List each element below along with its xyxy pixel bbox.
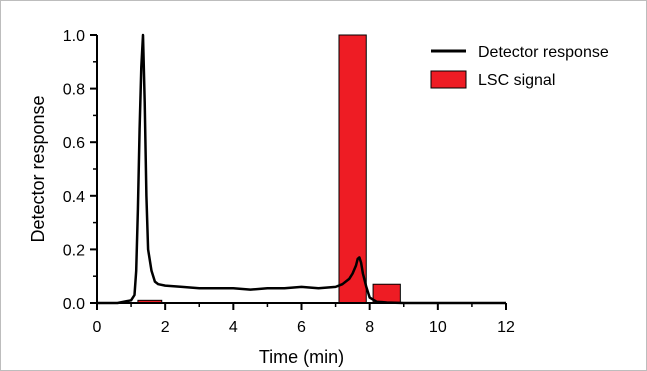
y-ticks-group: 0.0 0.2 0.4 0.6 0.8 1.0 bbox=[63, 28, 97, 313]
x-tick-label: 10 bbox=[429, 319, 447, 336]
y-tick-label: 0.2 bbox=[63, 242, 85, 259]
x-ticks-group: 0 2 4 6 8 10 12 bbox=[93, 303, 515, 336]
y-axis-title: Detector response bbox=[28, 95, 48, 242]
detector-response-line bbox=[97, 33, 506, 305]
x-tick-label: 8 bbox=[365, 319, 374, 336]
y-tick-label: 1.0 bbox=[63, 28, 85, 45]
legend-detector-label: Detector response bbox=[478, 44, 609, 61]
y-tick-label: 0.0 bbox=[63, 296, 85, 313]
x-axis-title: Time (min) bbox=[259, 347, 344, 367]
lsc-bars-group bbox=[137, 34, 401, 304]
lsc-bar bbox=[372, 283, 401, 304]
x-tick-label: 4 bbox=[229, 319, 238, 336]
x-tick-label: 0 bbox=[93, 319, 102, 336]
y-tick-label: 0.4 bbox=[63, 189, 85, 206]
x-tick-label: 12 bbox=[497, 319, 515, 336]
detector-line-group bbox=[97, 33, 506, 305]
legend-lsc-swatch bbox=[430, 70, 467, 89]
legend: Detector response LSC signal bbox=[430, 44, 609, 89]
legend-lsc-label: LSC signal bbox=[478, 72, 555, 89]
lsc-bar bbox=[338, 34, 367, 304]
x-tick-label: 2 bbox=[161, 319, 170, 336]
y-tick-label: 0.6 bbox=[63, 135, 85, 152]
y-tick-label: 0.8 bbox=[63, 82, 85, 99]
x-tick-label: 6 bbox=[297, 319, 306, 336]
